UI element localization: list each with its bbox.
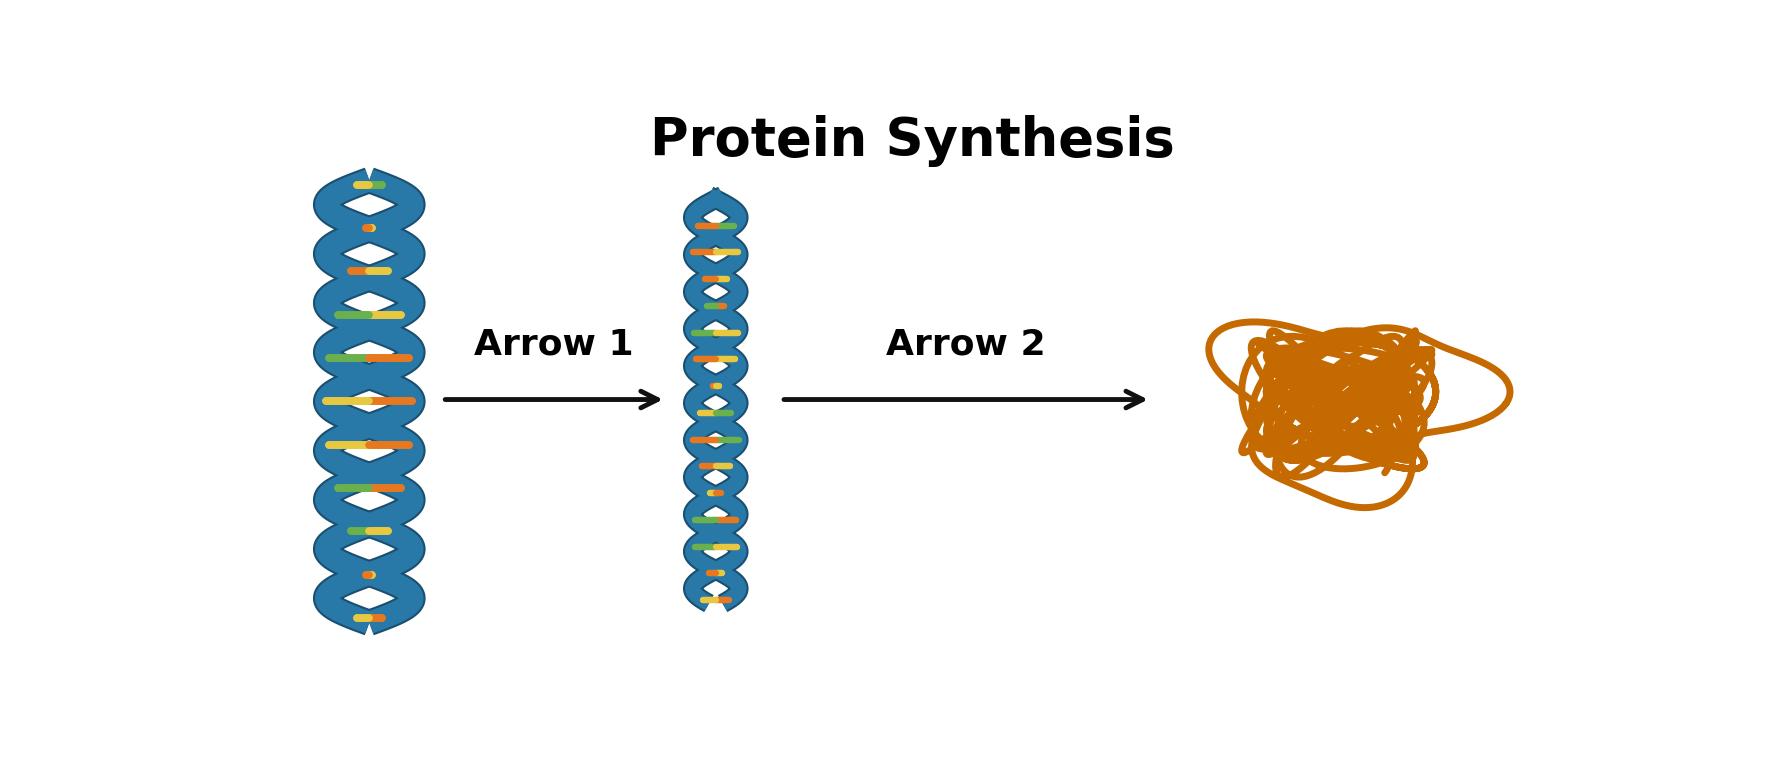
Text: Protein Synthesis: Protein Synthesis — [649, 115, 1174, 167]
Text: Arrow 2: Arrow 2 — [886, 327, 1046, 361]
Text: Arrow 1: Arrow 1 — [475, 327, 633, 361]
